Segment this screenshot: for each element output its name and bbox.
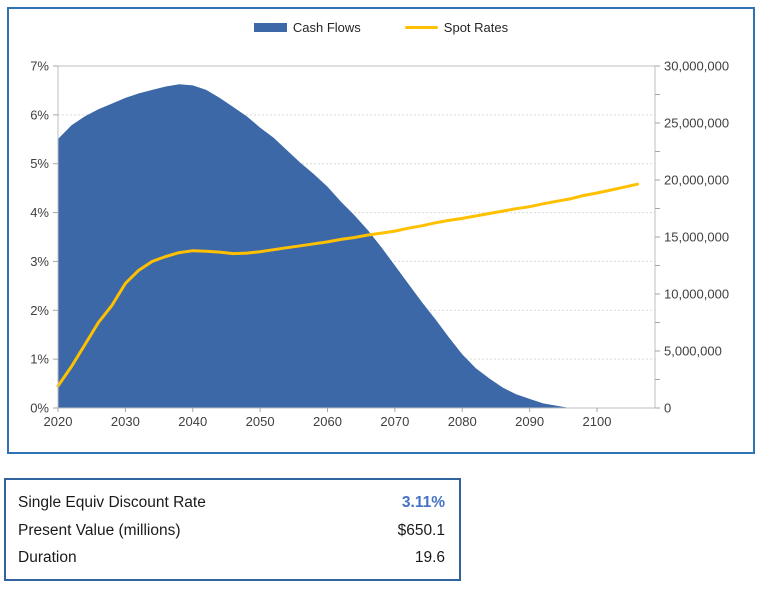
summary-label: Single Equiv Discount Rate (18, 494, 206, 511)
x-axis-labels: 2020 2030 2040 2050 2060 2070 2080 2090 2100 (44, 414, 612, 429)
legend-label-cash-flows: Cash Flows (292, 20, 361, 35)
y-axis-tick-label: 2% (30, 303, 49, 318)
y-axis-tick-label: 3% (30, 254, 49, 269)
x-axis-tick-label: 2060 (313, 414, 342, 429)
x-axis-tick-label: 2030 (111, 414, 140, 429)
y-axis-tick-label: 6% (30, 107, 49, 122)
summary-value-discount-rate: 3.11% (401, 494, 445, 511)
summary-value-present-value: $650.1 (397, 521, 445, 539)
right-axis-labels: 0 5,000,000 10,000,000 15,000,000 20,000,000… (664, 59, 729, 416)
x-axis-tick-label: 2020 (44, 414, 73, 429)
x-axis-tick-label: 2070 (380, 414, 409, 429)
summary-label: Duration (18, 549, 77, 566)
summary-table: Single Equiv Discount Rate 3.11% Present… (4, 478, 461, 581)
cash-flows-area (58, 84, 638, 408)
x-axis-tick-label: 2090 (515, 414, 544, 429)
spot-rates-line (56, 182, 639, 388)
y2-axis-tick-label: 25,000,000 (664, 116, 729, 131)
summary-label: Present Value (millions) (18, 521, 181, 539)
legend-item-spot-rates: Spot Rates (404, 20, 509, 35)
y2-axis-tick-label: 30,000,000 (664, 59, 729, 74)
x-axis-tick-label: 2040 (178, 414, 207, 429)
y2-axis-tick-label: 5,000,000 (664, 344, 722, 359)
y-axis-tick-label: 7% (30, 59, 49, 74)
x-axis-tick-label: 2100 (583, 414, 612, 429)
y2-axis-tick-label: 20,000,000 (664, 173, 729, 188)
y2-axis-tick-label: 15,000,000 (664, 230, 729, 245)
spot-rates-swatch-icon (404, 25, 438, 30)
axis-ticks (53, 65, 660, 412)
summary-row-discount-rate: Single Equiv Discount Rate 3.11% (18, 489, 445, 516)
x-axis-tick-label: 2050 (246, 414, 275, 429)
y2-axis-tick-label: 10,000,000 (664, 287, 729, 302)
left-axis-labels: 0% 1% 2% 3% 4% 5% 6% 7% (30, 59, 49, 416)
plot-area: 0% 1% 2% 3% 4% 5% 6% 7% 0 5,000,000 10,000,000 15,0… (30, 59, 729, 430)
summary-value-duration: 19.6 (414, 549, 445, 566)
legend-item-cash-flows: Cash Flows (253, 20, 361, 35)
y-axis-tick-label: 1% (30, 352, 49, 367)
cash-flows-swatch-icon (253, 23, 287, 32)
y-axis-tick-label: 4% (30, 205, 49, 220)
summary-row-duration: Duration 19.6 (18, 544, 445, 571)
y-axis-tick-label: 5% (30, 156, 49, 171)
legend-label-spot-rates: Spot Rates (443, 20, 509, 35)
y-axis-tick-label: 0% (30, 401, 49, 416)
chart-legend: Cash Flows Spot Rates (9, 20, 753, 35)
chart-panel: Cash Flows Spot Rates 0% 1% 2% 3% 4% 5% 6% 7% 0 5… (7, 7, 755, 454)
y2-axis-tick-label: 0 (664, 401, 671, 416)
x-axis-tick-label: 2080 (448, 414, 477, 429)
summary-row-present-value: Present Value (millions) $650.1 (18, 517, 445, 544)
